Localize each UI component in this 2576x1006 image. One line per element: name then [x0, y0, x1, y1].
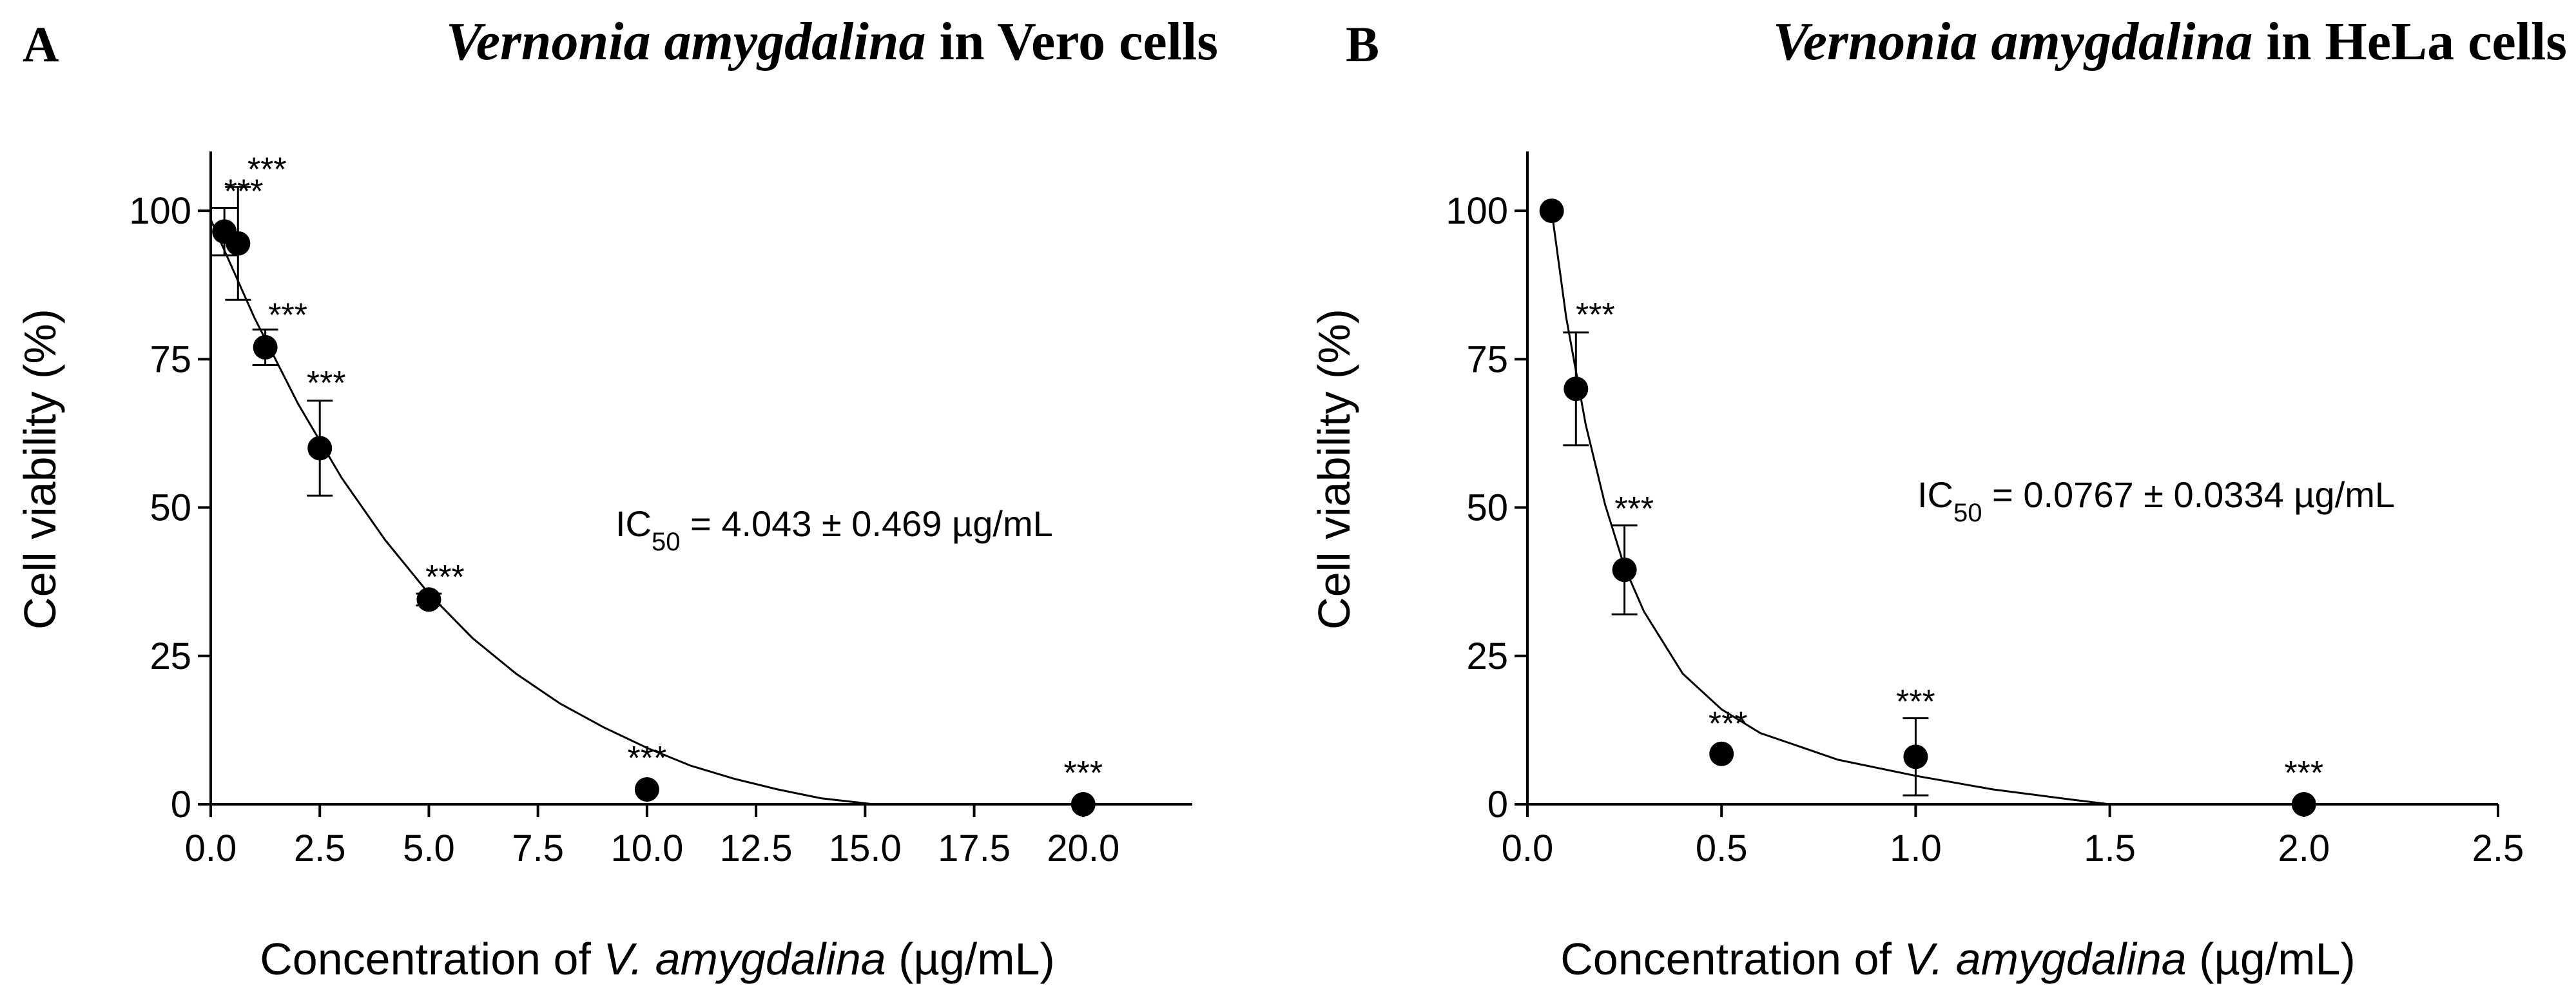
y-tick-label-a: 50 — [150, 487, 191, 529]
chart-b: B Vernonia amygdalina in HeLa cells Cell… — [1309, 12, 2567, 984]
title-rest-a: in Vero cells — [926, 12, 1218, 72]
xlabel-pre-b: Concentration of — [1560, 934, 1904, 984]
panel-a: A Vernonia amygdalina in Vero cells Cell… — [15, 12, 1218, 984]
significance-marker-a: *** — [247, 151, 287, 188]
data-point-a — [416, 587, 441, 612]
data-point-b — [1612, 557, 1637, 583]
significance-marker-a: *** — [628, 740, 667, 777]
y-tick-label-a: 100 — [129, 190, 191, 232]
ic50-prefix-a: IC — [615, 503, 652, 544]
data-point-a — [1070, 792, 1096, 817]
x-tick-label-a: 17.5 — [938, 827, 1011, 869]
ic50-prefix-b: IC — [1917, 474, 1953, 515]
x-tick-label-a: 5.0 — [403, 827, 455, 869]
data-point-a — [634, 777, 659, 802]
xlabel-italic-b: V. amygdalina — [1904, 934, 2186, 984]
xlabel-pre-a: Concentration of — [260, 934, 603, 984]
significance-marker-b: *** — [1709, 706, 1748, 743]
x-tick-label-b: 2.5 — [2472, 827, 2524, 869]
data-point-b — [1903, 744, 1928, 769]
x-tick-label-a: 15.0 — [829, 827, 902, 869]
ic50-value-a: = 4.043 ± 0.469 µg/mL — [681, 503, 1053, 544]
title-species-b: Vernonia amygdalina — [1773, 12, 2252, 72]
significance-marker-a: *** — [1063, 755, 1103, 792]
data-point-a — [307, 436, 333, 461]
y-tick-label-b: 25 — [1466, 635, 1508, 677]
panel-letter-a: A — [23, 16, 59, 72]
chart-title-b: Vernonia amygdalina in HeLa cells — [1773, 12, 2567, 72]
significance-marker-a: *** — [307, 365, 346, 402]
significance-marker-a: *** — [425, 559, 465, 596]
x-tick-label-b: 0.0 — [1502, 827, 1554, 869]
x-axis-label-a: Concentration of V. amygdalina (µg/mL) — [260, 934, 1055, 984]
x-tick-label-b: 1.0 — [1890, 827, 1942, 869]
y-tick-label-b: 75 — [1466, 338, 1508, 380]
x-tick-label-a: 2.5 — [294, 827, 346, 869]
x-tick-label-b: 1.5 — [2084, 827, 2136, 869]
title-rest-b: in HeLa cells — [2252, 12, 2567, 72]
x-tick-label-a: 7.5 — [512, 827, 564, 869]
data-point-b — [1564, 376, 1589, 401]
y-axis-label-a: Cell viability (%) — [15, 309, 65, 630]
chart-a: A Vernonia amygdalina in Vero cells Cell… — [15, 12, 1218, 984]
significance-marker-b: *** — [1614, 490, 1654, 528]
panel-b: B Vernonia amygdalina in HeLa cells Cell… — [1288, 0, 2576, 1006]
y-axis-label-b: Cell viability (%) — [1309, 309, 1359, 630]
x-tick-label-a: 0.0 — [185, 827, 237, 869]
x-tick-label-a: 12.5 — [720, 827, 793, 869]
fit-curve-b — [1551, 210, 2110, 806]
significance-marker-b: *** — [2284, 755, 2323, 792]
y-tick-label-a: 0 — [171, 784, 191, 826]
ic50-annotation-a: IC50 = 4.043 ± 0.469 µg/mL — [615, 503, 1053, 556]
y-tick-label-a: 25 — [150, 635, 191, 677]
ic50-subscript-a: 50 — [652, 528, 681, 556]
x-tick-label-a: 10.0 — [610, 827, 683, 869]
significance-marker-a: *** — [268, 296, 307, 334]
data-point-b — [1539, 198, 1564, 224]
x-tick-label-b: 0.5 — [1696, 827, 1748, 869]
ic50-value-b: = 0.0767 ± 0.0334 µg/mL — [1982, 474, 2396, 515]
title-species-a: Vernonia amygdalina — [446, 12, 925, 72]
y-tick-label-b: 0 — [1487, 784, 1508, 826]
data-point-a — [253, 334, 278, 360]
significance-marker-b: *** — [1576, 296, 1615, 334]
x-tick-label-a: 20.0 — [1047, 827, 1119, 869]
ic50-subscript-b: 50 — [1953, 499, 1982, 527]
significance-marker-a: *** — [224, 173, 264, 210]
data-point-a — [226, 231, 251, 256]
xlabel-post-a: (µg/mL) — [886, 934, 1055, 984]
xlabel-italic-a: V. amygdalina — [603, 934, 886, 984]
y-tick-label-a: 75 — [150, 338, 191, 380]
chart-title-a: Vernonia amygdalina in Vero cells — [446, 12, 1218, 72]
x-axis-label-b: Concentration of V. amygdalina (µg/mL) — [1560, 934, 2356, 984]
y-tick-label-b: 100 — [1446, 190, 1508, 232]
data-point-b — [1709, 741, 1734, 766]
panel-letter-b: B — [1346, 16, 1379, 72]
data-point-b — [2291, 792, 2316, 817]
xlabel-post-b: (µg/mL) — [2187, 934, 2356, 984]
significance-marker-b: *** — [1896, 683, 1935, 721]
y-tick-label-b: 50 — [1466, 487, 1508, 529]
x-tick-label-b: 2.0 — [2278, 827, 2330, 869]
ic50-annotation-b: IC50 = 0.0767 ± 0.0334 µg/mL — [1917, 474, 2395, 527]
